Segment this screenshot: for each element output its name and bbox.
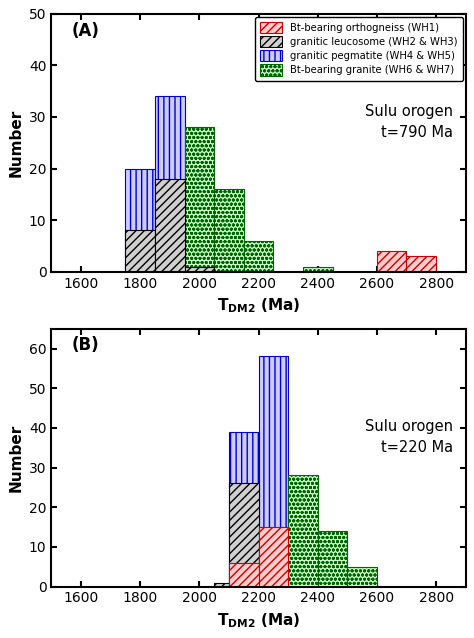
Bar <box>244 241 273 272</box>
X-axis label: $\mathregular{T_{DM2}}$ (Ma): $\mathregular{T_{DM2}}$ (Ma) <box>217 296 300 315</box>
Bar <box>184 128 214 272</box>
Text: Sulu orogen
t=220 Ma: Sulu orogen t=220 Ma <box>365 419 453 455</box>
Y-axis label: Number: Number <box>9 108 23 177</box>
Bar <box>258 357 288 586</box>
Bar <box>229 563 258 586</box>
Bar <box>318 535 347 586</box>
Bar <box>347 567 377 586</box>
Bar <box>288 475 318 586</box>
Bar <box>258 555 288 586</box>
Bar <box>125 230 155 272</box>
Text: (A): (A) <box>72 22 100 40</box>
Bar <box>229 484 258 586</box>
Bar <box>155 241 184 272</box>
Y-axis label: Number: Number <box>9 424 23 492</box>
Bar <box>258 527 288 586</box>
Legend: Bt-bearing orthogneiss (WH1), granitic leucosome (WH2 & WH3), granitic pegmatite: Bt-bearing orthogneiss (WH1), granitic l… <box>255 17 463 80</box>
Text: (B): (B) <box>72 336 100 355</box>
X-axis label: $\mathregular{T_{DM2}}$ (Ma): $\mathregular{T_{DM2}}$ (Ma) <box>217 611 300 630</box>
Bar <box>155 179 184 272</box>
Bar <box>125 168 155 272</box>
Bar <box>214 189 244 272</box>
Bar <box>377 251 407 272</box>
Bar <box>214 582 244 586</box>
Bar <box>155 96 184 272</box>
Text: Sulu orogen
t=790 Ma: Sulu orogen t=790 Ma <box>365 104 453 140</box>
Bar <box>244 262 273 272</box>
Bar <box>303 267 332 272</box>
Bar <box>347 582 377 586</box>
Bar <box>184 189 214 272</box>
Bar <box>229 432 258 586</box>
Bar <box>407 256 436 272</box>
Bar <box>184 267 214 272</box>
Bar <box>318 531 347 586</box>
Bar <box>288 531 318 586</box>
Bar <box>214 246 244 272</box>
